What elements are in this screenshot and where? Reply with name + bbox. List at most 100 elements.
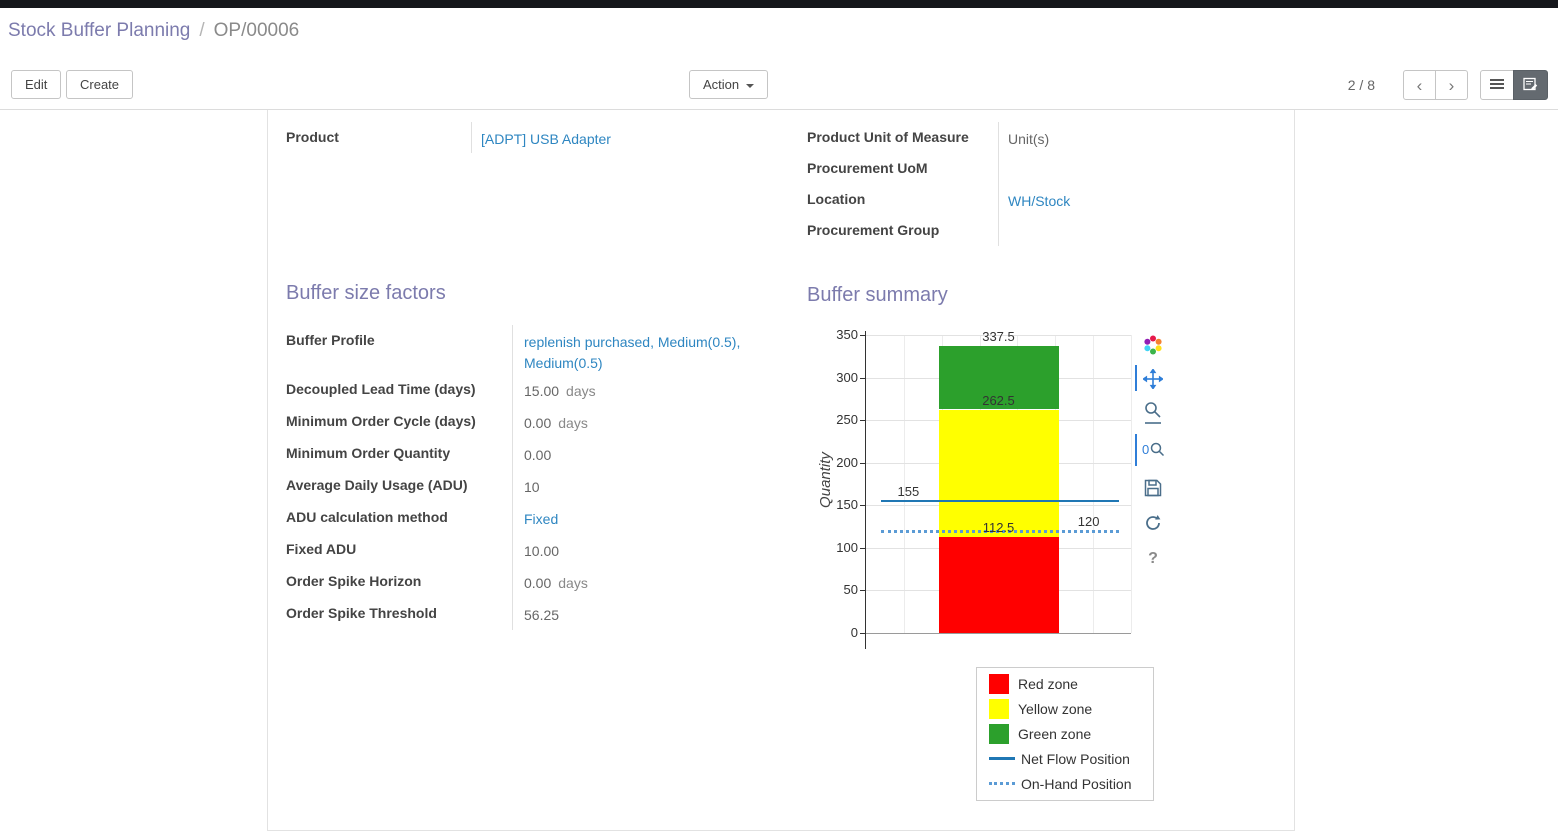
caret-down-icon: [746, 83, 755, 88]
legend-label-on-hand: On-Hand Position: [1021, 775, 1132, 792]
vertical-gridline: [1131, 335, 1132, 633]
field-row-location: Location WH/Stock: [807, 184, 1247, 215]
edit-button[interactable]: Edit: [11, 70, 62, 99]
y-axis-tick: [860, 505, 866, 507]
svg-text:0: 0: [1142, 442, 1149, 457]
procurement-group-value: [998, 215, 1247, 246]
chart-toolbox: 0: [1135, 325, 1171, 585]
procurement-group: Product Unit of Measure Unit(s) Procurem…: [807, 122, 1247, 246]
pager-next-button[interactable]: ›: [1435, 70, 1468, 100]
field-row-adu-method: ADU calculation method Fixed: [286, 502, 756, 534]
pager-position: 2 / 8: [1347, 77, 1375, 93]
field-row-fixed-adu: Fixed ADU 10.00: [286, 534, 756, 566]
horizontal-gridline: [866, 335, 1131, 336]
legend-label-net-flow: Net Flow Position: [1021, 750, 1130, 767]
field-row-procurement-uom: Procurement UoM: [807, 153, 1247, 184]
adu-value: 10: [524, 479, 540, 495]
product-link[interactable]: [ADPT] USB Adapter: [481, 131, 611, 147]
location-link[interactable]: WH/Stock: [1008, 193, 1071, 209]
chart-value-label: 262.5: [982, 392, 1015, 408]
action-label: Action: [703, 77, 740, 92]
horizontal-gridline: [866, 633, 1131, 634]
chart-value-label: 112.5: [982, 520, 1015, 536]
legend-label-green-zone: Green zone: [1018, 725, 1092, 742]
y-axis-tick: [860, 590, 866, 592]
question-mark-glyph: ?: [1148, 550, 1158, 567]
legend-item-green-zone[interactable]: Green zone: [977, 721, 1153, 746]
pager-previous-button[interactable]: ‹: [1403, 70, 1436, 100]
chevron-right-icon: ›: [1448, 75, 1455, 95]
yellow-zone-swatch: [989, 698, 1009, 719]
y-axis-tick-label: 100: [836, 539, 858, 555]
active-tool-indicator: [1135, 365, 1137, 391]
field-row-adu: Average Daily Usage (ADU) 10: [286, 470, 756, 502]
y-axis-tick-label: 200: [836, 454, 858, 470]
control-panel: Edit Create Action 2 / 8 ‹ ›: [0, 60, 1558, 110]
breadcrumb-stock-buffer-planning[interactable]: Stock Buffer Planning: [8, 20, 191, 41]
view-switcher: [1480, 70, 1548, 100]
field-row-product: Product [ADPT] USB Adapter: [286, 122, 706, 153]
list-view-button[interactable]: [1480, 70, 1514, 100]
chart-settings-pinwheel-icon[interactable]: [1141, 333, 1165, 357]
breadcrumb: Stock Buffer Planning / OP/00006: [8, 20, 299, 42]
pager: 2 / 8 ‹ ›: [1348, 70, 1548, 100]
zoom-icon[interactable]: [1141, 399, 1165, 427]
adu-method-link[interactable]: Fixed: [524, 511, 559, 527]
breadcrumb-separator: /: [199, 20, 205, 41]
refresh-icon[interactable]: [1141, 511, 1165, 535]
red-zone-swatch: [989, 673, 1009, 694]
y-axis-tick: [860, 633, 866, 634]
pager-nav-group: ‹ ›: [1403, 70, 1468, 100]
field-row-min-order-quantity: Minimum Order Quantity 0.00: [286, 438, 756, 470]
buffer-summary-chart: Quantity 350 300 250 200 150 100 50 0 337.5 262.5…: [807, 325, 1187, 670]
breadcrumb-current-record: OP/00006: [213, 20, 300, 41]
chart-legend: Red zone Yellow zone Green zone Net Flow…: [976, 667, 1154, 801]
save-icon[interactable]: [1141, 476, 1165, 500]
form-view-button[interactable]: [1513, 70, 1548, 100]
active-tool-indicator: [1135, 434, 1137, 466]
adu-method-label: ADU calculation method: [286, 509, 448, 525]
chevron-left-icon: ‹: [1416, 75, 1423, 95]
zoom-reset-icon[interactable]: 0: [1141, 437, 1165, 461]
order-spike-horizon-label: Order Spike Horizon: [286, 573, 422, 589]
chart-zone-yellow: [938, 409, 1059, 538]
y-axis-tick-label: 50: [843, 582, 858, 598]
help-icon[interactable]: ?: [1141, 547, 1165, 571]
y-axis-line: [865, 331, 866, 649]
legend-item-red-zone[interactable]: Red zone: [977, 671, 1153, 696]
field-row-procurement-group: Procurement Group: [807, 215, 1247, 246]
chart-value-label: 155: [897, 484, 920, 499]
fixed-adu-value: 10.00: [524, 543, 560, 559]
days-suffix: days: [566, 383, 596, 399]
vertical-gridline: [1093, 335, 1095, 633]
legend-label-yellow-zone: Yellow zone: [1018, 700, 1093, 717]
order-spike-threshold-value: 56.25: [524, 607, 560, 623]
legend-item-net-flow-position[interactable]: Net Flow Position: [977, 746, 1153, 771]
top-menu-bar: [0, 0, 1558, 8]
create-button[interactable]: Create: [66, 70, 134, 99]
product-uom-value: Unit(s): [1008, 131, 1050, 147]
field-row-order-spike-threshold: Order Spike Threshold 56.25: [286, 598, 756, 630]
order-spike-horizon-value: 0.00: [524, 575, 552, 591]
form-edit-icon: [1523, 77, 1538, 93]
field-row-order-spike-horizon: Order Spike Horizon 0.00 days: [286, 566, 756, 598]
decoupled-lead-time-label: Decoupled Lead Time (days): [286, 381, 476, 397]
days-suffix: days: [558, 415, 588, 431]
action-dropdown-button[interactable]: Action: [689, 70, 769, 99]
pan-icon[interactable]: [1141, 367, 1165, 391]
y-axis-tick: [860, 462, 866, 464]
product-label: Product: [286, 129, 339, 145]
list-icon: [1490, 78, 1504, 92]
on-hand-position-line: [881, 529, 1119, 533]
field-row-buffer-profile: Buffer Profile replenish purchased, Medi…: [286, 325, 756, 374]
chart-plot-area: 350 300 250 200 150 100 50 0 337.5 262.5 112.5 155 1…: [836, 327, 1132, 649]
action-dropdown: Action: [689, 70, 769, 99]
buffer-profile-link[interactable]: replenish purchased, Medium(0.5), Medium…: [524, 334, 741, 371]
order-spike-threshold-label: Order Spike Threshold: [286, 605, 437, 621]
legend-item-yellow-zone[interactable]: Yellow zone: [977, 696, 1153, 721]
net-flow-line-swatch: [989, 757, 1015, 760]
min-order-cycle-value: 0.00: [524, 415, 552, 431]
y-axis-tick: [860, 335, 866, 336]
procurement-group-label: Procurement Group: [807, 222, 940, 238]
legend-item-on-hand-position[interactable]: On-Hand Position: [977, 771, 1153, 796]
